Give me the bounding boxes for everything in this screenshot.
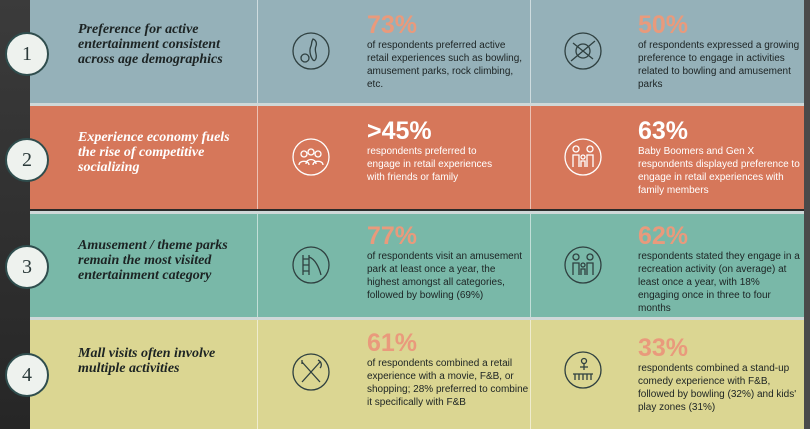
stat-value: 50% <box>638 11 689 39</box>
stat-description: of respondents expressed a growing prefe… <box>638 40 800 90</box>
row-number-badge: 4 <box>5 353 49 397</box>
stat-value: 73% <box>367 11 418 39</box>
stat-value: 62% <box>638 222 689 250</box>
row-2 <box>30 106 804 209</box>
row-number-badge: 3 <box>5 245 49 289</box>
row-1 <box>30 0 804 103</box>
row-number-badge: 1 <box>5 32 49 76</box>
stat-value: 33% <box>638 334 689 362</box>
slide-icon <box>291 245 331 285</box>
row-number-badge: 2 <box>5 138 49 182</box>
stat-block: 77% of respondents visit an amusement pa… <box>367 223 529 302</box>
fork-knife-icon <box>291 352 331 392</box>
row-title: Preference for active entertainment cons… <box>78 22 223 67</box>
group-icon <box>291 137 331 177</box>
row-4 <box>30 320 804 429</box>
stat-value: 63% <box>638 117 689 145</box>
stat-block: 73% of respondents preferred active reta… <box>367 12 529 91</box>
stat-block: >45% respondents preferred to engage in … <box>367 118 505 184</box>
stat-value: >45% <box>367 117 432 145</box>
stat-block: 50% of respondents expressed a growing p… <box>638 12 800 91</box>
stat-block: 62% respondents stated they engage in a … <box>638 223 800 315</box>
stat-value: 61% <box>367 329 418 357</box>
row-3 <box>30 214 804 317</box>
swing-ride-icon <box>563 31 603 71</box>
comedy-stage-icon <box>563 350 603 390</box>
stat-description: respondents combined a stand-up comedy e… <box>638 363 797 413</box>
stat-block: 61% of respondents combined a retail exp… <box>367 330 529 409</box>
stat-description: Baby Boomers and Gen X respondents displ… <box>638 146 800 196</box>
family-icon <box>563 137 603 177</box>
stat-value: 77% <box>367 222 418 250</box>
stat-description: of respondents preferred active retail e… <box>367 40 523 90</box>
row-divider <box>30 317 804 320</box>
stat-description: of respondents combined a retail experie… <box>367 358 529 408</box>
row-divider <box>30 211 804 214</box>
row-title: Experience economy fuels the rise of com… <box>78 130 230 175</box>
stat-block: 63% Baby Boomers and Gen X respondents d… <box>638 118 800 197</box>
stat-block: 33% respondents combined a stand-up come… <box>638 335 800 414</box>
family-icon <box>563 245 603 285</box>
stat-description: respondents preferred to engage in retai… <box>367 146 493 183</box>
bowling-icon <box>291 31 331 71</box>
right-edge <box>804 0 810 429</box>
stat-description: respondents stated they engage in a recr… <box>638 251 800 314</box>
row-divider <box>30 103 804 106</box>
row-title: Amusement / theme parks remain the most … <box>78 238 228 283</box>
row-title: Mall visits often involve multiple activ… <box>78 346 216 376</box>
stat-description: of respondents visit an amusement park a… <box>367 251 523 301</box>
